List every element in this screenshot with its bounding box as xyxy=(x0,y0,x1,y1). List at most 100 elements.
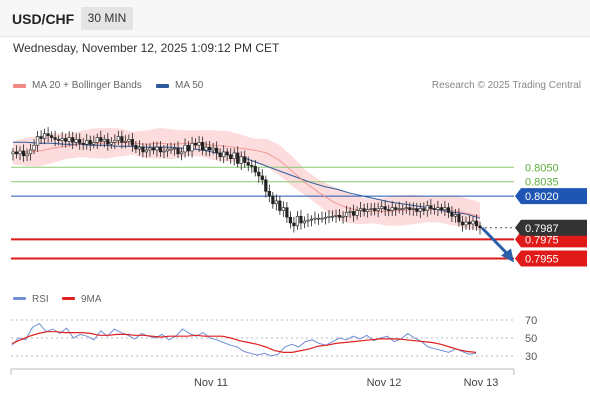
legend-ma50-label: MA 50 xyxy=(175,80,204,91)
level-label: 0.8020 xyxy=(525,191,559,203)
candle-body xyxy=(141,146,145,153)
candle-body xyxy=(25,153,29,157)
candle-body xyxy=(390,207,394,211)
candle-body xyxy=(102,139,106,142)
candle-body xyxy=(120,136,124,143)
candle-body xyxy=(288,216,292,224)
candle-body xyxy=(341,215,345,218)
x-tick-label: Nov 11 xyxy=(194,377,228,389)
candle-body xyxy=(281,207,285,211)
candle-body xyxy=(67,137,71,142)
candle-body xyxy=(401,208,405,210)
ma9-legend-label: 9MA xyxy=(81,294,102,305)
candle-body xyxy=(253,166,257,173)
candle-body xyxy=(208,146,212,151)
candle-body xyxy=(316,217,321,220)
ma9-legend-swatch xyxy=(62,297,75,300)
candle-body xyxy=(376,208,380,211)
candle-body xyxy=(334,215,338,217)
time-axis: Nov 11 Nov 12 Nov 13 xyxy=(10,368,515,389)
candle-body xyxy=(474,220,479,227)
candle-body xyxy=(14,151,19,155)
candle-body xyxy=(450,212,454,217)
candle-body xyxy=(28,149,33,155)
candle-body xyxy=(190,142,194,152)
candle-body xyxy=(471,220,475,225)
candle-body xyxy=(264,179,268,192)
candle-body xyxy=(43,133,47,139)
legend-ma20-label: MA 20 + Bollinger Bands xyxy=(32,80,142,91)
candle-body xyxy=(179,151,184,155)
candle-body xyxy=(183,144,187,153)
candle-body xyxy=(215,147,219,154)
price-labels: 0.8050 0.8035 0.8020 0.7975 0.7955 0.7987 xyxy=(515,162,587,267)
candle-body xyxy=(57,139,61,141)
candle-body xyxy=(467,221,472,225)
candle-body xyxy=(351,211,356,216)
candle-body xyxy=(78,139,82,144)
candle-body xyxy=(204,146,208,151)
timeframe-button[interactable]: 30 MIN xyxy=(81,7,133,30)
rsi-tick-label: 30 xyxy=(525,351,537,363)
rsi-line xyxy=(11,322,477,357)
candle-body xyxy=(299,215,303,224)
candle-body xyxy=(95,137,99,143)
candle-body xyxy=(35,136,40,146)
level-label: 0.7955 xyxy=(525,254,559,266)
candle-body xyxy=(327,215,331,218)
level-label: 0.7975 xyxy=(525,234,559,246)
candle-body xyxy=(92,142,96,145)
candle-body xyxy=(88,140,92,145)
candle-body xyxy=(109,142,113,145)
last-price-label: 0.7987 xyxy=(525,223,559,235)
bollinger-bands xyxy=(13,128,480,231)
rsi-tick-label: 70 xyxy=(525,315,537,327)
candle-body xyxy=(39,136,43,139)
candle-body xyxy=(397,208,401,210)
candle-body xyxy=(134,144,138,150)
candle-body xyxy=(64,138,68,142)
candle-body xyxy=(355,210,359,216)
candle-body xyxy=(239,156,243,164)
candle-body xyxy=(130,139,134,146)
last-price-tag xyxy=(515,219,587,236)
toolbar: USD/CHF 30 MIN xyxy=(0,0,590,37)
candle-body xyxy=(246,162,250,166)
candle-body xyxy=(274,200,278,205)
candle-body xyxy=(408,207,412,210)
candle-body xyxy=(415,208,419,212)
candles xyxy=(11,127,482,235)
candle-body xyxy=(137,146,142,150)
candle-body xyxy=(278,200,282,211)
candle-body xyxy=(225,151,229,156)
rsi-legend-swatch xyxy=(13,297,26,300)
candle-body xyxy=(369,208,373,210)
candle-body xyxy=(123,141,127,143)
candle-body xyxy=(21,150,26,157)
candle-body xyxy=(373,208,377,211)
level-label: 0.8035 xyxy=(525,177,559,189)
candle-body xyxy=(172,147,177,150)
legend-ma20: MA 20 + Bollinger Bands xyxy=(13,80,142,91)
rsi-legend-label: RSI xyxy=(32,294,49,305)
level-tag xyxy=(515,188,587,205)
candle-body xyxy=(50,135,54,138)
candle-body xyxy=(81,142,85,145)
ma50-line xyxy=(13,141,481,219)
candle-body xyxy=(295,215,300,227)
legend-ma20-swatch xyxy=(13,83,26,88)
candle-body xyxy=(464,221,468,226)
candle-body xyxy=(271,195,275,205)
candle-body xyxy=(116,136,120,141)
candle-body xyxy=(144,149,149,153)
candle-body xyxy=(260,175,264,181)
candle-body xyxy=(257,171,261,177)
legend-ma50: MA 50 xyxy=(156,80,203,91)
candle-body xyxy=(320,217,324,220)
candle-body xyxy=(148,147,152,151)
datetime-label: Wednesday, November 12, 2025 1:09:12 PM … xyxy=(13,41,280,55)
candle-body xyxy=(411,208,415,210)
candle-body xyxy=(169,148,173,151)
symbol-label: USD/CHF xyxy=(12,11,75,27)
